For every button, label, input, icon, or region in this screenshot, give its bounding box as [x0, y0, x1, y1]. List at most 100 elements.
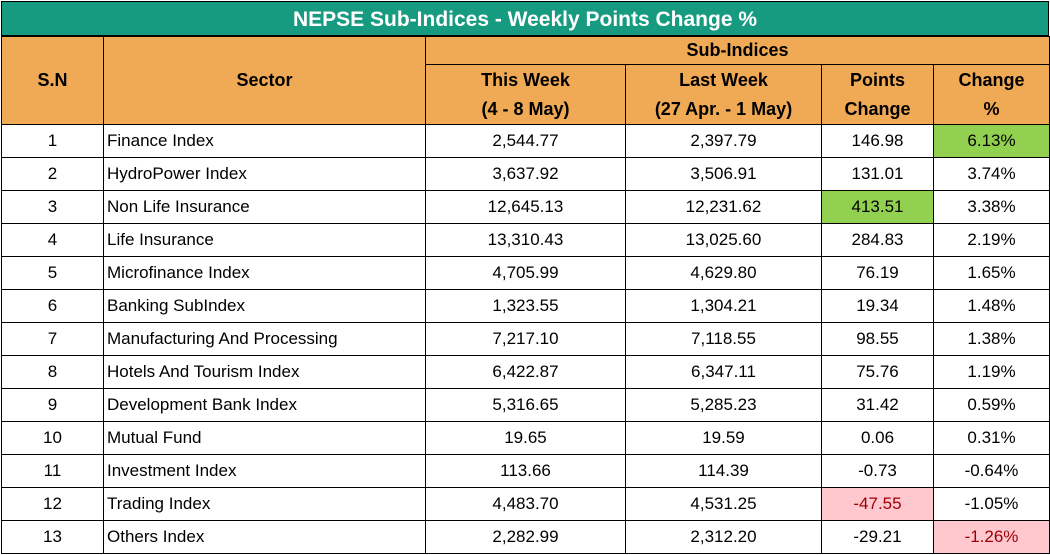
cell-points-change: -29.21	[821, 520, 934, 554]
cell-change-pct: 1.48%	[932, 289, 1050, 323]
cell-sector: Banking SubIndex	[103, 289, 426, 323]
cell-this-week: 3,637.92	[425, 157, 626, 191]
cell-change-pct: 1.19%	[932, 355, 1050, 389]
header-row-bottom: This Week (4 - 8 May) Last Week (27 Apr.…	[2, 64, 1050, 125]
cell-this-week: 6,422.87	[425, 355, 626, 389]
cell-sn: 3	[1, 190, 104, 224]
cell-sn: 13	[1, 520, 104, 554]
cell-sn: 7	[1, 322, 104, 356]
header-change-pct: Change %	[932, 64, 1050, 125]
header-sub-indices: Sub-Indices	[424, 36, 1050, 65]
cell-points-change: 98.55	[821, 322, 934, 356]
cell-sn: 2	[1, 157, 104, 191]
table-row: 5 Microfinance Index 4,705.99 4,629.80 7…	[1, 256, 1050, 290]
cell-points-change: 146.98	[821, 124, 934, 158]
cell-points-change-highlight: 413.51	[821, 190, 934, 224]
cell-sector: Non Life Insurance	[103, 190, 426, 224]
table-row: 1 Finance Index 2,544.77 2,397.79 146.98…	[1, 124, 1050, 158]
table-row: 3 Non Life Insurance 12,645.13 12,231.62…	[1, 190, 1050, 224]
cell-change-pct: -1.05%	[932, 487, 1050, 521]
cell-points-change: -0.73	[821, 454, 934, 488]
cell-points-change-highlight: -47.55	[821, 487, 934, 521]
cell-points-change: 19.34	[821, 289, 934, 323]
cell-sn: 11	[1, 454, 104, 488]
cell-sn: 5	[1, 256, 104, 290]
cell-sector: Investment Index	[103, 454, 426, 488]
header-change-line1: Change	[958, 69, 1025, 90]
cell-this-week: 12,645.13	[425, 190, 626, 224]
cell-points-change: 284.83	[821, 223, 934, 257]
header-this-week-range: (4 - 8 May)	[481, 98, 570, 119]
header-row-top: S.N Sector Sub-Indices	[1, 36, 1050, 125]
header-this-week-label: This Week	[481, 69, 570, 90]
cell-change-pct: 3.38%	[932, 190, 1050, 224]
cell-change-pct: 2.19%	[932, 223, 1050, 257]
cell-last-week: 114.39	[625, 454, 822, 488]
table-row: 11 Investment Index 113.66 114.39 -0.73 …	[1, 454, 1050, 488]
cell-last-week: 7,118.55	[625, 322, 822, 356]
cell-points-change: 75.76	[821, 355, 934, 389]
cell-sn: 10	[1, 421, 104, 455]
header-points-change: Points Change	[821, 64, 934, 125]
cell-change-pct: 1.65%	[932, 256, 1050, 290]
table-body: 1 Finance Index 2,544.77 2,397.79 146.98…	[1, 124, 1050, 554]
cell-sn: 1	[1, 124, 104, 158]
cell-change-pct-highlight: 6.13%	[932, 124, 1050, 158]
cell-sector: Trading Index	[103, 487, 426, 521]
cell-this-week: 19.65	[425, 421, 626, 455]
cell-last-week: 1,304.21	[625, 289, 822, 323]
cell-sector: Manufacturing And Processing	[103, 322, 426, 356]
cell-sector: Hotels And Tourism Index	[103, 355, 426, 389]
cell-this-week: 2,282.99	[425, 520, 626, 554]
cell-sector: Finance Index	[103, 124, 426, 158]
cell-change-pct: 0.31%	[932, 421, 1050, 455]
cell-points-change: 31.42	[821, 388, 934, 422]
cell-this-week: 4,483.70	[425, 487, 626, 521]
cell-last-week: 5,285.23	[625, 388, 822, 422]
cell-sn: 4	[1, 223, 104, 257]
cell-this-week: 2,544.77	[425, 124, 626, 158]
table-row: 9 Development Bank Index 5,316.65 5,285.…	[1, 388, 1050, 422]
table-row: 13 Others Index 2,282.99 2,312.20 -29.21…	[1, 520, 1050, 554]
cell-last-week: 3,506.91	[625, 157, 822, 191]
cell-sector: Life Insurance	[103, 223, 426, 257]
cell-last-week: 19.59	[625, 421, 822, 455]
table-row: 8 Hotels And Tourism Index 6,422.87 6,34…	[1, 355, 1050, 389]
cell-last-week: 12,231.62	[625, 190, 822, 224]
cell-sn: 12	[1, 487, 104, 521]
header-last-week-label: Last Week	[679, 69, 768, 90]
cell-sector: HydroPower Index	[103, 157, 426, 191]
cell-change-pct: 0.59%	[932, 388, 1050, 422]
cell-last-week: 6,347.11	[625, 355, 822, 389]
table-row: 10 Mutual Fund 19.65 19.59 0.06 0.31%	[1, 421, 1050, 455]
cell-change-pct: 3.74%	[932, 157, 1050, 191]
cell-points-change: 0.06	[821, 421, 934, 455]
cell-change-pct: 1.38%	[932, 322, 1050, 356]
header-points-line1: Points	[849, 69, 905, 90]
table-row: 7 Manufacturing And Processing 7,217.10 …	[1, 322, 1050, 356]
cell-this-week: 5,316.65	[425, 388, 626, 422]
header-points-line2: Change	[844, 98, 911, 119]
cell-last-week: 2,312.20	[625, 520, 822, 554]
table-row: 12 Trading Index 4,483.70 4,531.25 -47.5…	[1, 487, 1050, 521]
header-last-week: Last Week (27 Apr. - 1 May)	[625, 64, 822, 125]
cell-last-week: 4,531.25	[625, 487, 822, 521]
cell-sn: 8	[1, 355, 104, 389]
cell-this-week: 13,310.43	[425, 223, 626, 257]
cell-points-change: 76.19	[821, 256, 934, 290]
header-this-week: This Week (4 - 8 May)	[425, 64, 626, 125]
cell-this-week: 7,217.10	[425, 322, 626, 356]
cell-this-week: 113.66	[425, 454, 626, 488]
header-sn: S.N	[1, 36, 104, 125]
cell-sector: Others Index	[103, 520, 426, 554]
cell-sn: 6	[1, 289, 104, 323]
cell-sector: Mutual Fund	[103, 421, 426, 455]
cell-sector: Development Bank Index	[103, 388, 426, 422]
header-sector: Sector	[103, 36, 426, 125]
header-last-week-range: (27 Apr. - 1 May)	[654, 98, 793, 119]
cell-change-pct-highlight: -1.26%	[932, 520, 1050, 554]
table-row: 2 HydroPower Index 3,637.92 3,506.91 131…	[1, 157, 1050, 191]
cell-last-week: 4,629.80	[625, 256, 822, 290]
cell-this-week: 4,705.99	[425, 256, 626, 290]
sub-indices-table: S.N Sector Sub-Indices This Week (4 - 8 …	[1, 36, 1050, 554]
